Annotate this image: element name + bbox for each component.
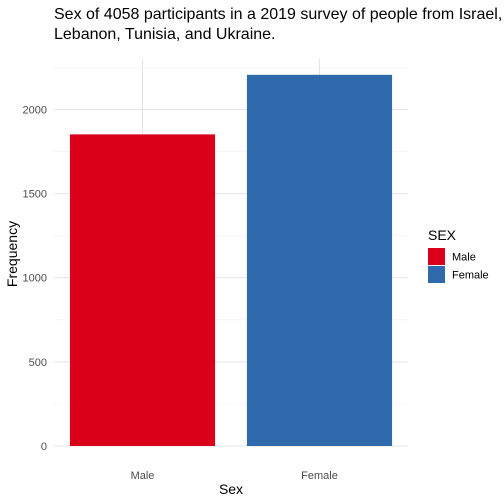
legend: SEX Male Female — [428, 227, 489, 283]
legend-label-male: Male — [452, 252, 476, 264]
chart-title: Sex of 4058 participants in a 2019 surve… — [54, 6, 502, 43]
bar-male — [69, 134, 216, 447]
y-tick-label: 0 — [41, 441, 47, 453]
chart-title-line-2: Lebanon, Tunisia, and Ukraine. — [54, 26, 275, 43]
y-axis-title: Frequency — [4, 221, 20, 287]
legend-entries: Male Female — [428, 248, 489, 283]
legend-label-female: Female — [452, 270, 489, 282]
x-axis-ticks: Male Female — [131, 470, 338, 482]
y-axis-ticks: 0 500 1000 1500 2000 — [23, 104, 47, 453]
x-axis-title: Sex — [219, 481, 243, 497]
x-tick-label: Female — [301, 470, 338, 482]
y-tick-label: 1500 — [23, 189, 47, 201]
legend-title: SEX — [428, 227, 457, 243]
bar-female — [246, 74, 393, 446]
chart-title-line-1: Sex of 4058 participants in a 2019 surve… — [54, 6, 502, 23]
x-tick-label: Male — [131, 470, 155, 482]
y-tick-label: 1000 — [23, 273, 47, 285]
y-tick-label: 500 — [29, 357, 47, 369]
bars — [69, 74, 393, 447]
legend-key-female — [428, 266, 445, 283]
legend-key-male — [428, 248, 445, 265]
y-tick-label: 2000 — [23, 104, 47, 116]
